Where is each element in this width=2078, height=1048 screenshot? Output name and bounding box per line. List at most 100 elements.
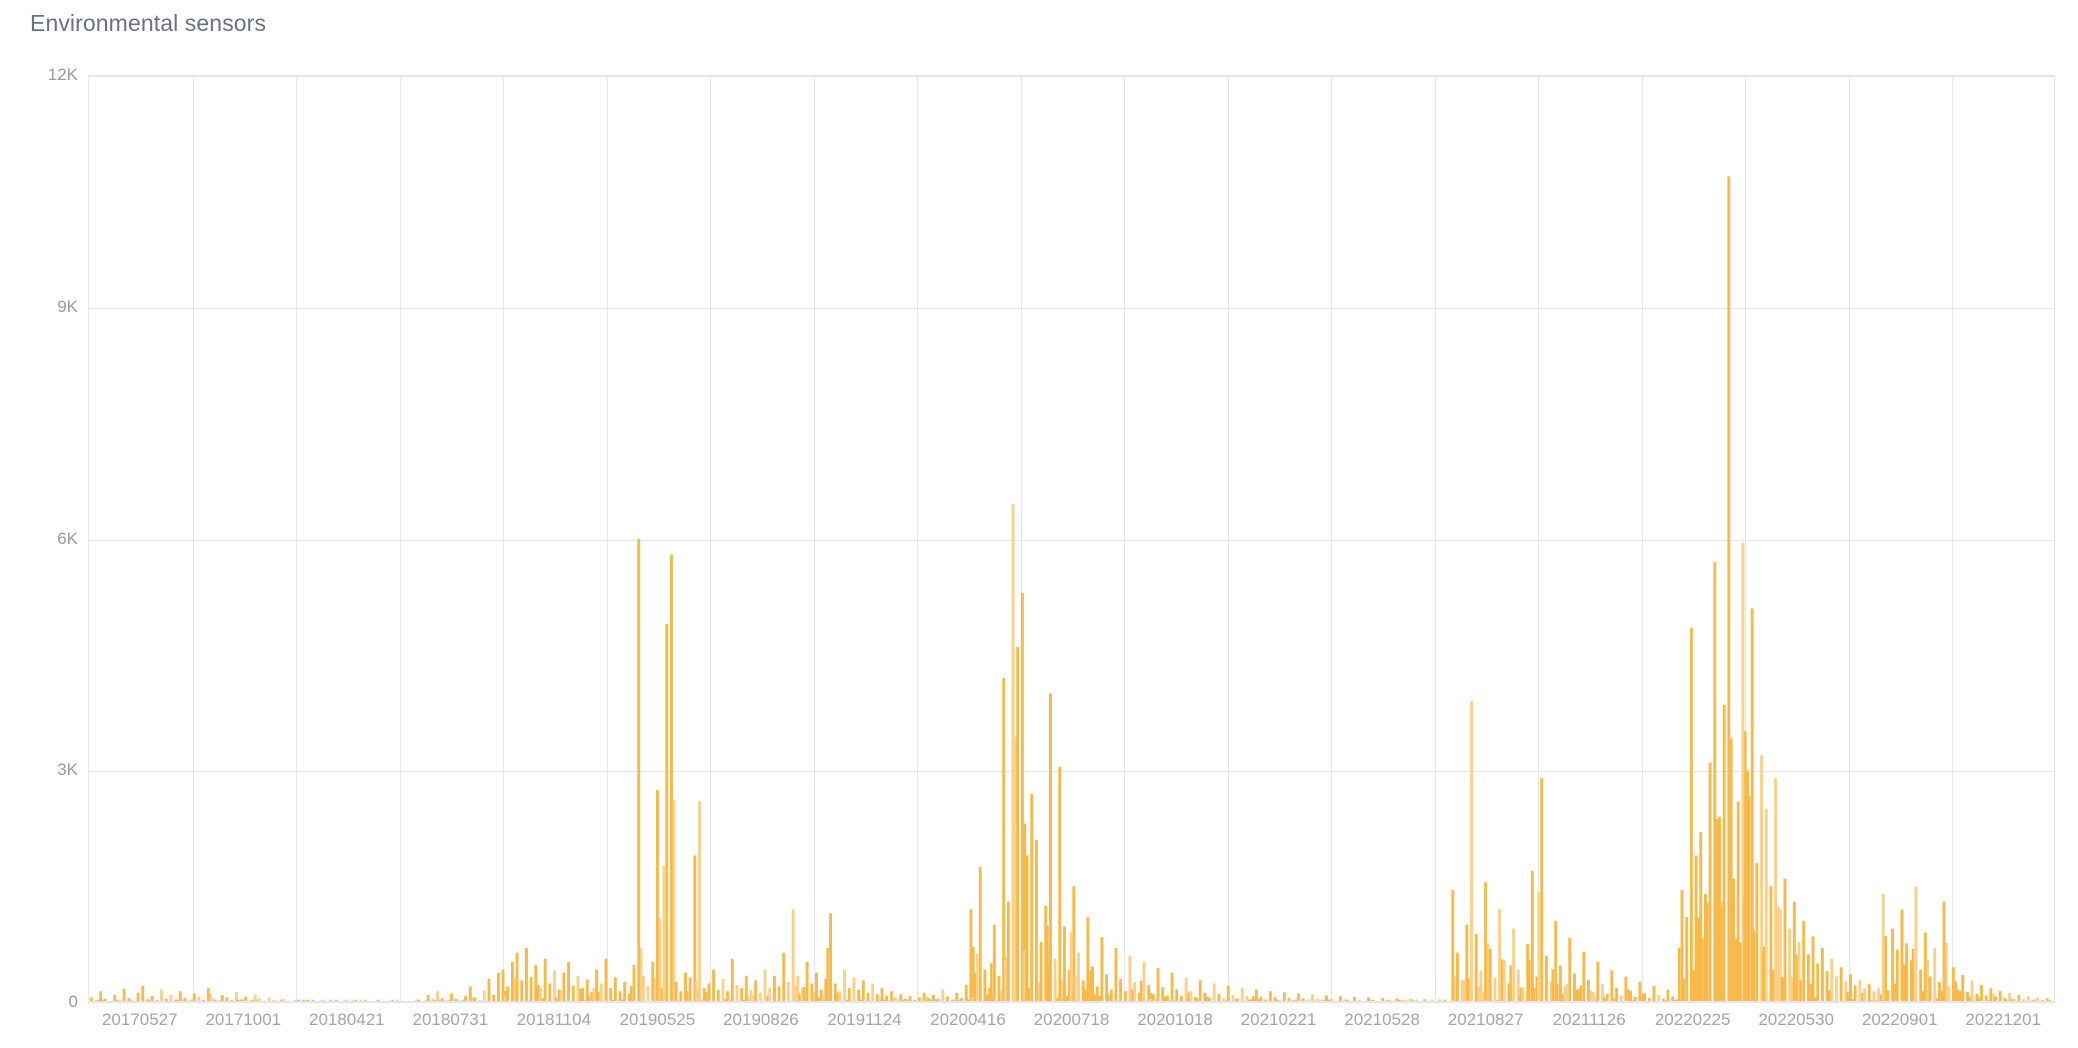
bar[interactable] bbox=[997, 975, 1001, 1002]
bar[interactable] bbox=[244, 996, 248, 1002]
bar[interactable] bbox=[354, 999, 358, 1002]
bar[interactable] bbox=[2026, 996, 2030, 1002]
bar[interactable] bbox=[889, 991, 893, 1002]
bar[interactable] bbox=[136, 992, 140, 1002]
bar[interactable] bbox=[805, 961, 809, 1002]
bar[interactable] bbox=[1423, 999, 1427, 1002]
bar[interactable] bbox=[1098, 995, 1101, 1002]
bar[interactable] bbox=[1730, 738, 1733, 1002]
bar[interactable] bbox=[1516, 969, 1520, 1002]
bar[interactable] bbox=[978, 866, 982, 1002]
bar[interactable] bbox=[1954, 981, 1958, 1002]
bar[interactable] bbox=[1884, 936, 1887, 1002]
bar[interactable] bbox=[293, 999, 297, 1002]
bar[interactable] bbox=[1987, 999, 1990, 1002]
bar[interactable] bbox=[537, 985, 540, 1002]
bar[interactable] bbox=[160, 989, 163, 1002]
bar[interactable] bbox=[801, 988, 804, 1002]
bar[interactable] bbox=[1308, 999, 1311, 1002]
bar[interactable] bbox=[1582, 951, 1586, 1002]
bar[interactable] bbox=[1703, 893, 1707, 1002]
bar[interactable] bbox=[621, 999, 624, 1002]
bar[interactable] bbox=[927, 998, 931, 1002]
bar[interactable] bbox=[964, 985, 968, 1002]
bar[interactable] bbox=[953, 999, 956, 1002]
bar[interactable] bbox=[1179, 996, 1183, 1002]
bar[interactable] bbox=[1610, 970, 1614, 1002]
bar[interactable] bbox=[482, 990, 486, 1002]
bar[interactable] bbox=[539, 987, 542, 1002]
bar[interactable] bbox=[1764, 809, 1768, 1002]
bar[interactable] bbox=[976, 953, 979, 1002]
bar[interactable] bbox=[2048, 999, 2051, 1002]
bar[interactable] bbox=[2036, 997, 2040, 1002]
bar[interactable] bbox=[1310, 994, 1314, 1002]
bar[interactable] bbox=[1046, 926, 1049, 1002]
bar[interactable] bbox=[930, 999, 933, 1002]
bar[interactable] bbox=[712, 969, 716, 1002]
bar[interactable] bbox=[501, 969, 505, 1002]
bar[interactable] bbox=[1317, 999, 1321, 1002]
bar[interactable] bbox=[583, 999, 587, 1002]
bar[interactable] bbox=[684, 972, 687, 1002]
bar[interactable] bbox=[1493, 978, 1497, 1002]
bar[interactable] bbox=[885, 995, 889, 1002]
bar[interactable] bbox=[1139, 980, 1143, 1002]
bar[interactable] bbox=[1977, 996, 1980, 1002]
bar[interactable] bbox=[974, 972, 978, 1002]
bar[interactable] bbox=[440, 998, 444, 1002]
bar[interactable] bbox=[101, 999, 104, 1002]
bar[interactable] bbox=[1006, 901, 1010, 1002]
bar[interactable] bbox=[1259, 996, 1263, 1002]
bar[interactable] bbox=[1470, 701, 1473, 1002]
bar[interactable] bbox=[1951, 967, 1955, 1002]
bar[interactable] bbox=[798, 993, 801, 1002]
bar[interactable] bbox=[1137, 992, 1141, 1002]
bar[interactable] bbox=[1956, 989, 1960, 1002]
bar[interactable] bbox=[1025, 855, 1029, 1002]
bar[interactable] bbox=[192, 993, 196, 1002]
bar[interactable] bbox=[1058, 766, 1062, 1002]
bar[interactable] bbox=[567, 961, 571, 1002]
bar[interactable] bbox=[1301, 998, 1305, 1002]
bar[interactable] bbox=[1454, 976, 1457, 1002]
bar[interactable] bbox=[1498, 909, 1502, 1002]
bar[interactable] bbox=[1056, 997, 1059, 1002]
bar[interactable] bbox=[391, 999, 394, 1002]
bar[interactable] bbox=[1727, 176, 1731, 1002]
bar[interactable] bbox=[1477, 986, 1480, 1002]
bar[interactable] bbox=[1820, 947, 1824, 1002]
bar[interactable] bbox=[1984, 995, 1988, 1002]
bar[interactable] bbox=[1069, 932, 1073, 1002]
bar[interactable] bbox=[473, 997, 477, 1002]
bar[interactable] bbox=[936, 998, 940, 1002]
bar[interactable] bbox=[1989, 988, 1993, 1002]
bar[interactable] bbox=[576, 975, 580, 1002]
bar[interactable] bbox=[1776, 906, 1780, 1002]
bar[interactable] bbox=[1627, 989, 1630, 1002]
bar[interactable] bbox=[448, 999, 451, 1002]
bar[interactable] bbox=[618, 991, 622, 1002]
bar[interactable] bbox=[1774, 778, 1778, 1002]
bar[interactable] bbox=[1701, 938, 1704, 1002]
bar[interactable] bbox=[1248, 999, 1251, 1002]
bar[interactable] bbox=[1778, 909, 1782, 1002]
bar[interactable] bbox=[1027, 988, 1030, 1002]
bar[interactable] bbox=[1673, 999, 1676, 1002]
bar[interactable] bbox=[1114, 947, 1118, 1002]
bar[interactable] bbox=[941, 989, 945, 1002]
bar[interactable] bbox=[1563, 985, 1567, 1002]
bar[interactable] bbox=[297, 999, 301, 1002]
bar[interactable] bbox=[1958, 990, 1962, 1002]
bar[interactable] bbox=[258, 998, 262, 1002]
bar[interactable] bbox=[1089, 970, 1092, 1002]
bar[interactable] bbox=[1853, 985, 1857, 1002]
bar[interactable] bbox=[1560, 993, 1564, 1002]
bar[interactable] bbox=[97, 999, 100, 1002]
bar[interactable] bbox=[1891, 928, 1895, 1002]
bar[interactable] bbox=[1893, 983, 1897, 1002]
bar[interactable] bbox=[1967, 999, 1971, 1002]
bar[interactable] bbox=[700, 998, 703, 1002]
bar[interactable] bbox=[1086, 917, 1090, 1002]
bar[interactable] bbox=[2022, 999, 2026, 1002]
